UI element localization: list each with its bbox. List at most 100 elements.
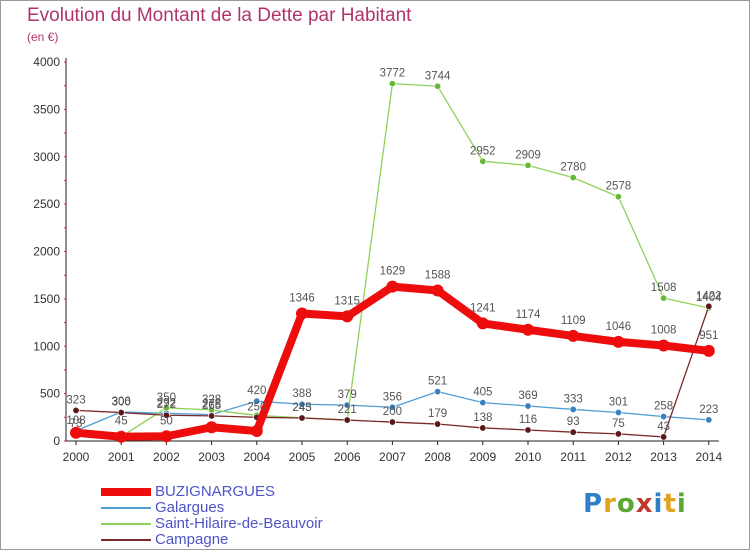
y-tick-label: 2000 — [33, 245, 60, 259]
data-labels: 108 306 292 278 420 388 379 356 521 405 369 333 301 2… — [66, 68, 722, 433]
data-point — [296, 307, 308, 320]
data-label: 328 — [202, 394, 221, 406]
series-campagne — [72, 302, 713, 441]
logo-letter: r — [603, 489, 617, 519]
legend-swatch — [101, 488, 151, 496]
data-point — [115, 430, 128, 443]
x-tick-label: 2014 — [695, 450, 722, 464]
data-label: 1346 — [289, 292, 315, 304]
data-point — [660, 413, 668, 421]
data-label: 265 — [202, 400, 221, 412]
logo-letter: i — [676, 489, 687, 519]
x-tick-label: 2000 — [63, 450, 90, 464]
data-label: 1315 — [334, 295, 360, 307]
legend-swatch — [101, 507, 151, 509]
data-point — [657, 339, 670, 352]
data-label: 1508 — [651, 282, 677, 294]
data-point — [567, 329, 580, 342]
data-label: 1109 — [561, 315, 586, 327]
data-point — [386, 280, 399, 293]
data-label: 1404 — [696, 292, 722, 304]
data-label: 521 — [428, 376, 447, 388]
data-point — [524, 161, 532, 169]
data-label: 243 — [292, 402, 311, 414]
data-point — [431, 284, 444, 297]
data-label: 323 — [66, 394, 85, 406]
data-label: 221 — [338, 404, 357, 416]
data-point — [298, 400, 306, 408]
data-label: 73 — [70, 418, 83, 430]
chart-subtitle: (en €) — [27, 30, 59, 44]
data-point — [162, 411, 170, 419]
y-tick-label: 3500 — [33, 102, 60, 116]
logo-letter: o — [616, 489, 636, 519]
data-label: 43 — [657, 421, 670, 433]
data-label: 379 — [338, 389, 357, 401]
data-point — [569, 428, 577, 436]
data-label: 1629 — [380, 266, 406, 278]
data-point — [388, 403, 396, 411]
series-saint-hilaire-de-beauvoir — [72, 80, 713, 441]
data-point — [343, 416, 351, 424]
data-label: 1046 — [606, 321, 632, 333]
data-label: 93 — [567, 416, 580, 428]
x-tick-label: 2002 — [153, 450, 180, 464]
chart-title: Evolution du Montant de la Dette par Hab… — [27, 5, 412, 26]
data-label: 306 — [112, 396, 131, 408]
data-point — [70, 426, 82, 439]
series-line — [75, 82, 709, 438]
data-point — [614, 408, 622, 416]
data-point — [341, 310, 354, 323]
legend-label: BUZIGNARGUES — [155, 483, 276, 500]
data-point — [479, 399, 487, 407]
data-point — [160, 430, 173, 443]
data-point — [208, 412, 216, 420]
legend-swatch — [101, 523, 151, 525]
legend-swatch — [101, 539, 151, 541]
x-tick-label: 2008 — [424, 450, 451, 464]
data-point — [524, 402, 532, 410]
legend-label: Galargues — [155, 499, 225, 516]
x-tick-label: 2001 — [108, 450, 135, 464]
data-label: 1174 — [516, 309, 541, 321]
x-tick-label: 2005 — [289, 450, 316, 464]
x-tick-label: 2010 — [515, 450, 542, 464]
data-label: 2578 — [606, 181, 632, 193]
y-tick-label: 4000 — [33, 55, 60, 69]
data-label: 250 — [247, 401, 266, 413]
data-point — [117, 409, 125, 417]
data-label: 350 — [157, 392, 176, 404]
data-label: 278 — [202, 399, 221, 411]
data-label: 333 — [564, 393, 583, 405]
data-label: 200 — [383, 406, 402, 418]
data-label: 258 — [654, 401, 673, 413]
data-label: 1588 — [425, 270, 451, 282]
legend-label: Saint-Hilaire-de-Beauvoir — [155, 515, 323, 532]
data-label: 2952 — [470, 145, 496, 157]
data-point — [205, 421, 218, 434]
data-label: 50 — [160, 415, 173, 427]
data-point — [705, 302, 713, 310]
data-point — [388, 80, 396, 88]
series-buzignargues — [70, 280, 715, 443]
x-tick-label: 2009 — [469, 450, 496, 464]
data-point — [479, 157, 487, 165]
y-tick-label: 1500 — [33, 292, 60, 306]
data-label: 2909 — [515, 149, 541, 161]
x-tick-label: 2003 — [198, 450, 225, 464]
data-point — [524, 426, 532, 434]
y-tick-label: 3000 — [33, 150, 60, 164]
data-label: 1241 — [470, 302, 496, 314]
data-label: 108 — [66, 415, 85, 427]
data-point — [660, 433, 668, 441]
y-tick-label: 2500 — [33, 197, 60, 211]
x-tick-label: 2007 — [379, 450, 406, 464]
data-point — [614, 193, 622, 201]
data-point — [660, 294, 668, 302]
data-point — [702, 344, 715, 357]
data-label: 3772 — [380, 68, 406, 80]
data-point — [476, 317, 489, 330]
series-layer — [70, 80, 715, 443]
data-label: 3744 — [425, 70, 451, 82]
